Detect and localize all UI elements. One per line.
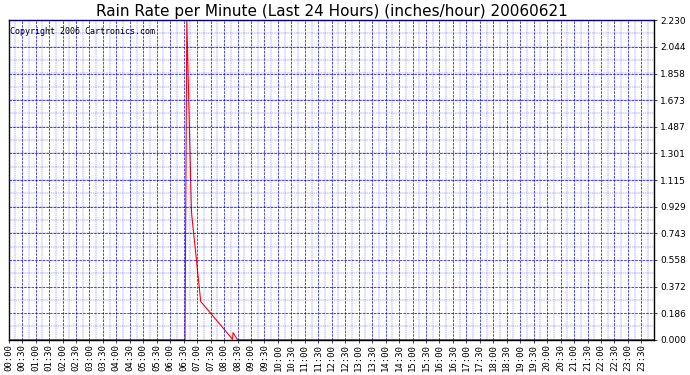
Title: Rain Rate per Minute (Last 24 Hours) (inches/hour) 20060621: Rain Rate per Minute (Last 24 Hours) (in…: [96, 4, 567, 19]
Text: Copyright 2006 Cartronics.com: Copyright 2006 Cartronics.com: [10, 27, 155, 36]
